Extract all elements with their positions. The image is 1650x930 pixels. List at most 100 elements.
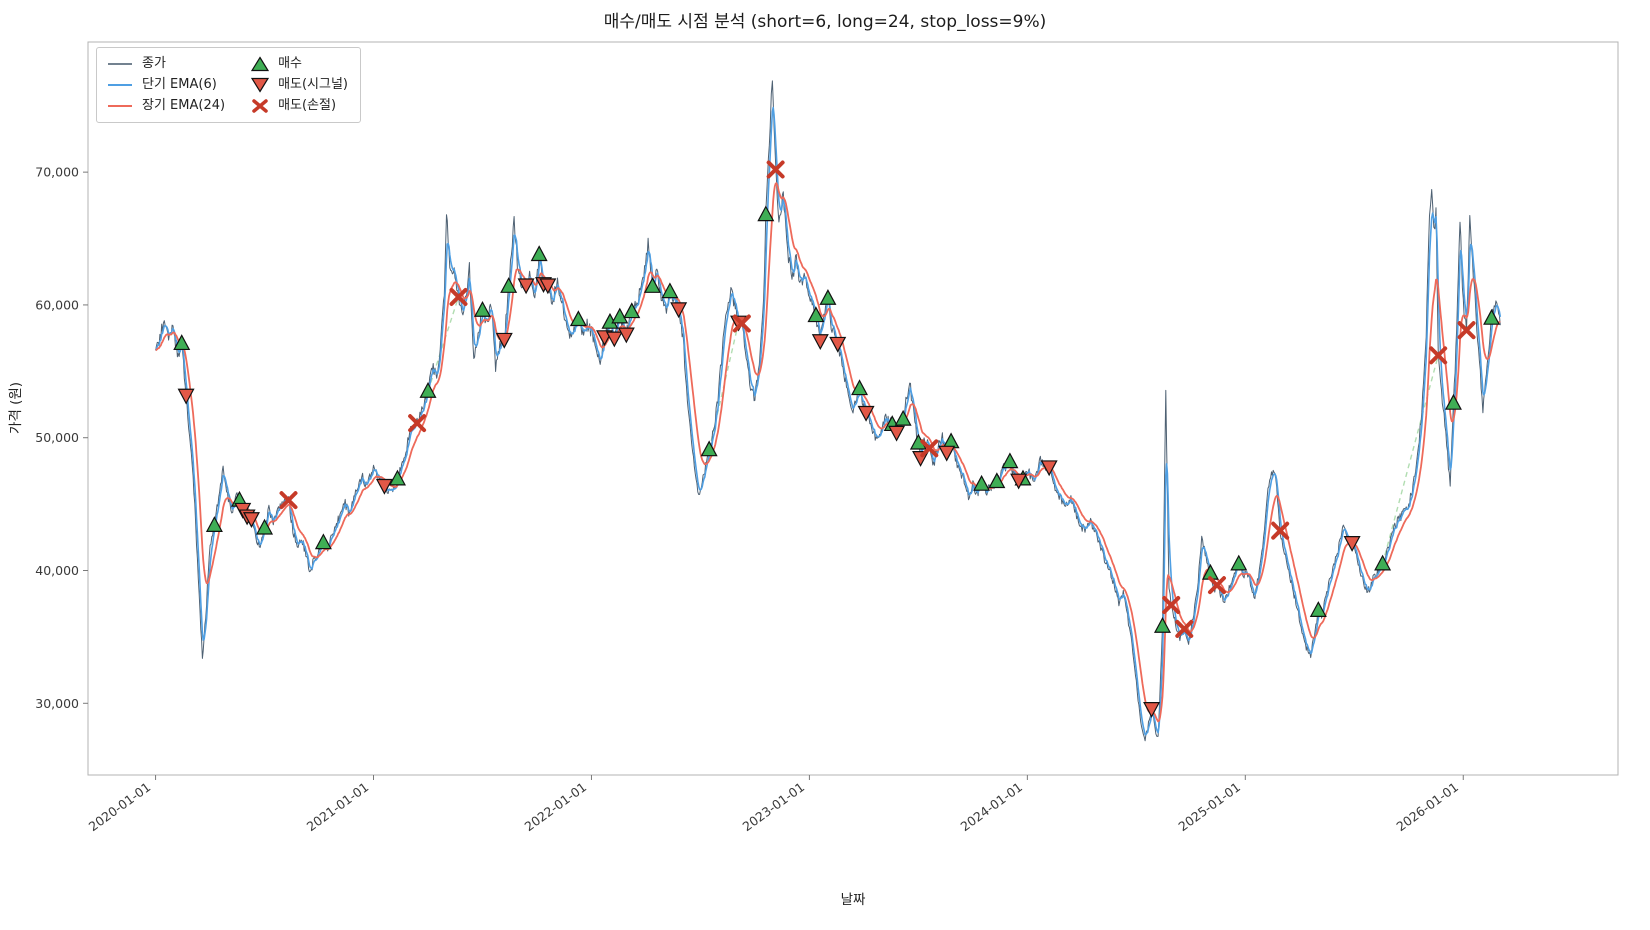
buy-marker bbox=[851, 379, 869, 396]
buy-marker bbox=[819, 289, 837, 305]
legend-label: 단기 EMA(6) bbox=[142, 77, 217, 92]
buy-marker bbox=[569, 310, 587, 327]
y-tick-label: 30,000 bbox=[35, 696, 79, 711]
sell-signal-marker bbox=[1143, 702, 1161, 718]
stop-loss-marker bbox=[1457, 321, 1476, 340]
stop-loss-marker bbox=[408, 414, 427, 433]
y-tick-label: 40,000 bbox=[35, 563, 79, 578]
legend-item-sell-signal: 매도(시그널) bbox=[251, 76, 348, 94]
buy-marker bbox=[757, 205, 775, 222]
buy-marker bbox=[894, 409, 912, 426]
buy-marker bbox=[1374, 554, 1392, 571]
stop-loss-marker bbox=[920, 439, 939, 458]
stop-loss-marker bbox=[766, 160, 785, 179]
ema-long-line bbox=[155, 182, 1501, 723]
stop-loss-marker bbox=[449, 287, 468, 306]
buy-marker bbox=[1153, 617, 1171, 633]
legend-stop-loss-marker-icon bbox=[252, 99, 268, 113]
sell-signal-marker bbox=[811, 334, 829, 351]
buy-marker bbox=[1483, 308, 1501, 325]
legend-label: 매도(손절) bbox=[278, 98, 337, 113]
buy-marker bbox=[205, 516, 223, 532]
x-tick-label: 2020-01-01 bbox=[86, 779, 154, 834]
sell-signal-marker bbox=[539, 278, 557, 295]
buy-marker bbox=[473, 300, 491, 317]
x-tick-label: 2024-01-01 bbox=[958, 779, 1026, 834]
legend-buy-marker-icon bbox=[251, 56, 270, 72]
buy-marker bbox=[1444, 393, 1462, 410]
buy-marker bbox=[611, 307, 629, 324]
y-axis-title: 가격 (원) bbox=[8, 381, 24, 435]
buy-marker bbox=[314, 533, 332, 550]
buy-marker bbox=[500, 277, 518, 293]
buy-marker bbox=[173, 334, 191, 351]
legend-item-ema-short: 단기 EMA(6) bbox=[107, 76, 225, 94]
buy-marker bbox=[419, 381, 437, 398]
buy-marker bbox=[1001, 452, 1019, 469]
stop-loss-marker bbox=[732, 314, 751, 333]
plot-border bbox=[87, 41, 1619, 776]
x-tick-label: 2023-01-01 bbox=[740, 779, 808, 834]
trade-connector-line bbox=[1381, 355, 1439, 565]
x-tick-label: 2025-01-01 bbox=[1175, 779, 1243, 834]
x-tick-label: 2026-01-01 bbox=[1393, 779, 1461, 834]
x-tick-label: 2021-01-01 bbox=[304, 779, 372, 834]
legend-item-close: 종가 bbox=[107, 55, 225, 73]
y-tick-label: 50,000 bbox=[35, 430, 79, 445]
sell-signal-marker bbox=[375, 478, 393, 495]
close-price-line bbox=[155, 80, 1501, 742]
buy-marker bbox=[623, 302, 641, 319]
sell-signal-marker bbox=[1010, 473, 1028, 490]
buy-marker bbox=[973, 474, 991, 491]
sell-signal-marker bbox=[177, 388, 195, 405]
legend-sell-signal-marker-icon bbox=[251, 77, 270, 93]
sell-signal-marker bbox=[242, 512, 260, 528]
buy-marker bbox=[388, 469, 406, 486]
chart-title: 매수/매도 시점 분석 (short=6, long=24, stop_loss… bbox=[603, 12, 1047, 32]
legend-label: 매수 bbox=[278, 56, 302, 71]
legend-label: 매도(시그널) bbox=[278, 77, 349, 92]
sell-signal-marker bbox=[857, 405, 875, 422]
buy-marker bbox=[988, 472, 1006, 489]
x-axis-title: 날짜 bbox=[840, 892, 866, 908]
sell-signal-marker bbox=[1343, 536, 1361, 552]
buy-marker bbox=[1230, 554, 1248, 571]
stop-loss-marker bbox=[279, 491, 298, 510]
legend-line-swatch bbox=[108, 105, 132, 107]
stop-loss-marker bbox=[1162, 596, 1181, 615]
legend-label: 종가 bbox=[142, 56, 166, 71]
buy-marker bbox=[643, 277, 661, 293]
stop-loss-marker bbox=[1207, 576, 1226, 595]
buy-marker bbox=[1309, 601, 1327, 617]
buy-marker bbox=[807, 306, 825, 323]
y-tick-label: 70,000 bbox=[35, 165, 79, 180]
sell-signal-marker bbox=[938, 445, 956, 462]
sell-signal-marker bbox=[670, 302, 688, 319]
sell-signal-marker bbox=[888, 425, 906, 442]
legend-line-swatch bbox=[108, 84, 132, 86]
sell-signal-marker bbox=[829, 336, 847, 353]
stop-loss-marker bbox=[1429, 346, 1448, 365]
buy-marker bbox=[256, 518, 274, 535]
legend-item-ema-long: 장기 EMA(24) bbox=[107, 97, 225, 115]
legend-label: 장기 EMA(24) bbox=[142, 98, 226, 113]
buy-marker bbox=[942, 432, 960, 449]
legend-item-buy: 매수 bbox=[251, 55, 348, 73]
buy-marker bbox=[700, 440, 718, 457]
stop-loss-marker bbox=[1271, 521, 1290, 540]
sell-signal-marker bbox=[517, 278, 535, 295]
legend-line-swatch bbox=[108, 63, 132, 65]
trade-connector-line bbox=[427, 296, 460, 392]
y-tick-label: 60,000 bbox=[35, 297, 79, 312]
buy-marker bbox=[661, 282, 679, 299]
sell-signal-marker bbox=[495, 332, 513, 349]
sell-signal-marker bbox=[605, 331, 623, 348]
legend-item-stop-loss: 매도(손절) bbox=[251, 97, 348, 115]
x-tick-label: 2022-01-01 bbox=[522, 779, 590, 834]
buy-marker bbox=[530, 245, 548, 262]
ema-short-line bbox=[154, 106, 1502, 736]
sell-signal-marker bbox=[1040, 460, 1058, 477]
